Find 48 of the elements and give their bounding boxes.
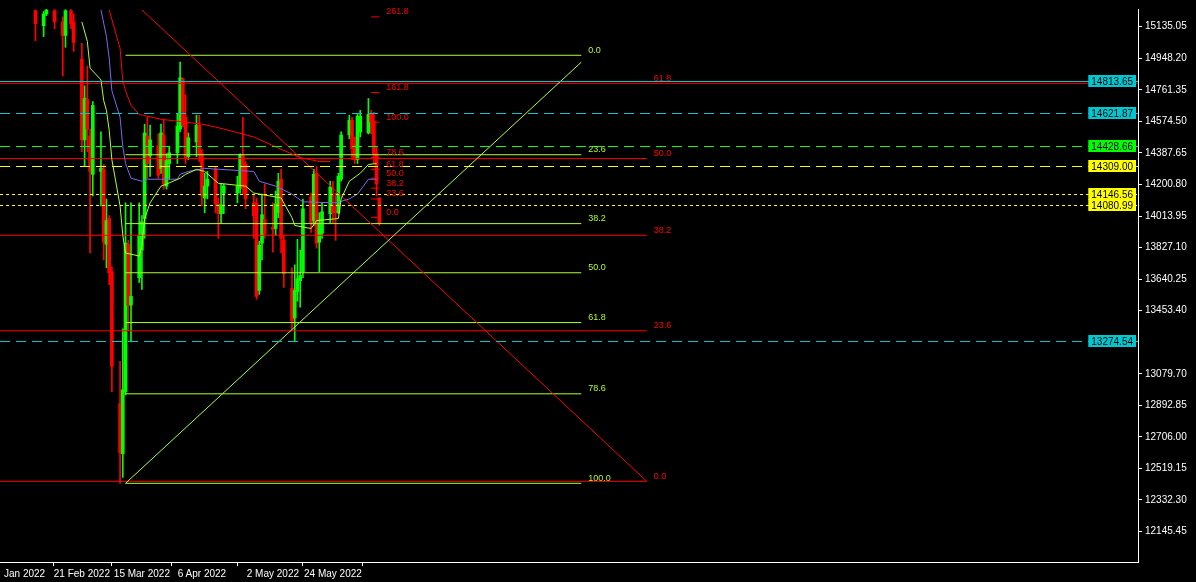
- annotation: 61.8: [588, 312, 606, 323]
- y-tick-label: 15135.05: [1145, 20, 1188, 32]
- ref-line-label: 14621.87: [1091, 107, 1134, 119]
- y-tick-label: 14761.35: [1145, 83, 1188, 95]
- annotation: 23.6: [588, 144, 606, 155]
- annotation: 100.0: [386, 111, 409, 122]
- y-tick-label: 12892.85: [1145, 399, 1188, 411]
- y-tick-label: 12332.30: [1145, 493, 1188, 505]
- annotation: 23.6: [653, 320, 672, 331]
- annotation: 38.2: [588, 213, 606, 224]
- y-tick-label: 14948.20: [1145, 52, 1188, 64]
- y-tick-label: 14200.80: [1145, 178, 1188, 190]
- x-tick-label: 2 May 2022: [246, 567, 300, 579]
- y-tick-label: 12519.15: [1145, 462, 1188, 474]
- y-tick-label: 12145.45: [1145, 525, 1188, 537]
- annotation: 0.0: [588, 44, 601, 55]
- annotation: 261.8: [386, 6, 409, 17]
- annotation: 23.6: [386, 188, 404, 199]
- y-tick-label: 13453.40: [1145, 304, 1188, 316]
- y-tick-label: 13079.70: [1145, 367, 1188, 379]
- annotation: 50.0: [653, 148, 672, 159]
- annotation: 0.0: [653, 470, 667, 481]
- y-tick-label: 12706.00: [1145, 430, 1188, 442]
- annotation: 50.0: [588, 262, 606, 273]
- annotation: 38.2: [653, 224, 672, 235]
- annotation: 78.6: [588, 383, 606, 394]
- ref-line-label: 14080.99: [1091, 199, 1134, 211]
- y-tick-label: 14574.50: [1145, 115, 1188, 127]
- ref-line-label: 14146.56: [1091, 188, 1134, 200]
- ref-line-label: 14813.65: [1091, 75, 1134, 87]
- y-tick-label: 14013.95: [1145, 209, 1188, 221]
- annotation: 50.0: [386, 167, 404, 178]
- y-tick-label: 13827.10: [1145, 241, 1188, 253]
- annotation: 61.8: [653, 72, 672, 83]
- annotation: 38.2: [386, 177, 404, 188]
- annotation: 161.8: [386, 82, 409, 93]
- y-tick-label: 13640.25: [1145, 272, 1188, 284]
- x-tick-label: Jan 2022: [3, 567, 46, 579]
- ref-line-label: 14309.00: [1091, 160, 1134, 172]
- ref-line-label: 14428.66: [1091, 140, 1134, 152]
- annotation: 0.0: [386, 207, 399, 218]
- x-tick-label: 15 Mar 2022: [113, 567, 171, 579]
- x-tick-label: 24 May 2022: [304, 567, 363, 579]
- y-tick-label: 14387.65: [1145, 146, 1188, 158]
- annotation: 100.0: [588, 472, 611, 483]
- ref-line-label: 13274.54: [1091, 335, 1134, 347]
- x-tick-label: 6 Apr 2022: [177, 567, 227, 579]
- x-tick-label: 21 Feb 2022: [53, 567, 111, 579]
